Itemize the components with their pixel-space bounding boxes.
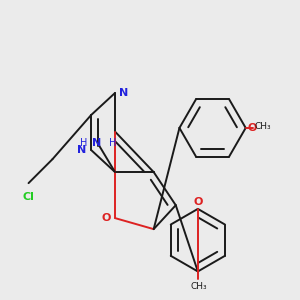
Text: CH₃: CH₃ [190,282,207,291]
Text: H: H [109,138,116,148]
Text: O: O [101,213,111,223]
Text: Cl: Cl [22,192,34,202]
Text: CH₃: CH₃ [255,122,272,130]
Text: N: N [92,138,101,148]
Text: O: O [193,197,203,207]
Text: H: H [80,138,87,148]
Text: O: O [247,123,256,133]
Text: N: N [77,145,87,155]
Text: N: N [119,88,129,98]
